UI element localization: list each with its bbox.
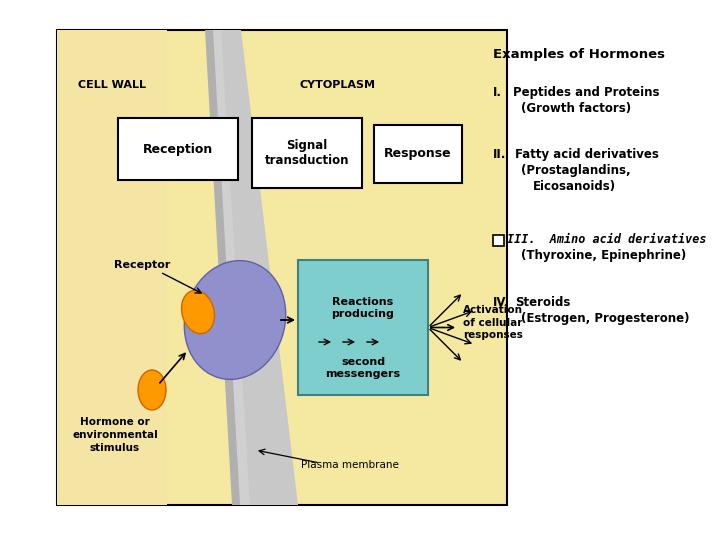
Text: III.  Amino acid derivatives: III. Amino acid derivatives xyxy=(507,233,706,246)
Ellipse shape xyxy=(181,291,215,334)
Text: I.: I. xyxy=(493,86,502,99)
Text: Steroids: Steroids xyxy=(515,296,570,309)
Text: II.: II. xyxy=(493,148,506,161)
Text: Response: Response xyxy=(384,147,452,160)
Bar xyxy=(374,125,462,183)
Text: Signal
transduction: Signal transduction xyxy=(265,138,349,167)
Bar xyxy=(57,30,507,505)
Text: Eicosanoids): Eicosanoids) xyxy=(533,180,616,193)
Ellipse shape xyxy=(138,370,166,410)
Text: (Prostaglandins,: (Prostaglandins, xyxy=(521,164,631,177)
Text: IV.: IV. xyxy=(493,296,510,309)
Text: (Growth factors): (Growth factors) xyxy=(521,102,631,115)
Text: Reactions
producing: Reactions producing xyxy=(332,297,395,319)
Text: Peptides and Proteins: Peptides and Proteins xyxy=(513,86,660,99)
Text: Receptor: Receptor xyxy=(114,260,170,270)
Text: second
messengers: second messengers xyxy=(325,357,400,379)
Text: CELL WALL: CELL WALL xyxy=(78,80,146,90)
Text: Activation
of cellular
responses: Activation of cellular responses xyxy=(463,305,523,340)
Ellipse shape xyxy=(184,261,286,380)
Text: Fatty acid derivatives: Fatty acid derivatives xyxy=(515,148,659,161)
Bar xyxy=(252,118,362,188)
Polygon shape xyxy=(205,30,280,505)
Text: Plasma membrane: Plasma membrane xyxy=(301,460,399,470)
Bar xyxy=(493,235,504,246)
Text: Examples of Hormones: Examples of Hormones xyxy=(493,48,665,61)
Bar xyxy=(57,30,167,505)
Text: Hormone or
environmental
stimulus: Hormone or environmental stimulus xyxy=(72,417,158,453)
Text: CYTOPLASM: CYTOPLASM xyxy=(299,80,375,90)
Text: Reception: Reception xyxy=(143,143,213,156)
Text: (Estrogen, Progesterone): (Estrogen, Progesterone) xyxy=(521,312,690,325)
Polygon shape xyxy=(213,30,288,505)
Text: (Thyroxine, Epinephrine): (Thyroxine, Epinephrine) xyxy=(521,249,686,262)
Polygon shape xyxy=(221,30,298,505)
Bar xyxy=(118,118,238,180)
Bar xyxy=(298,260,428,395)
